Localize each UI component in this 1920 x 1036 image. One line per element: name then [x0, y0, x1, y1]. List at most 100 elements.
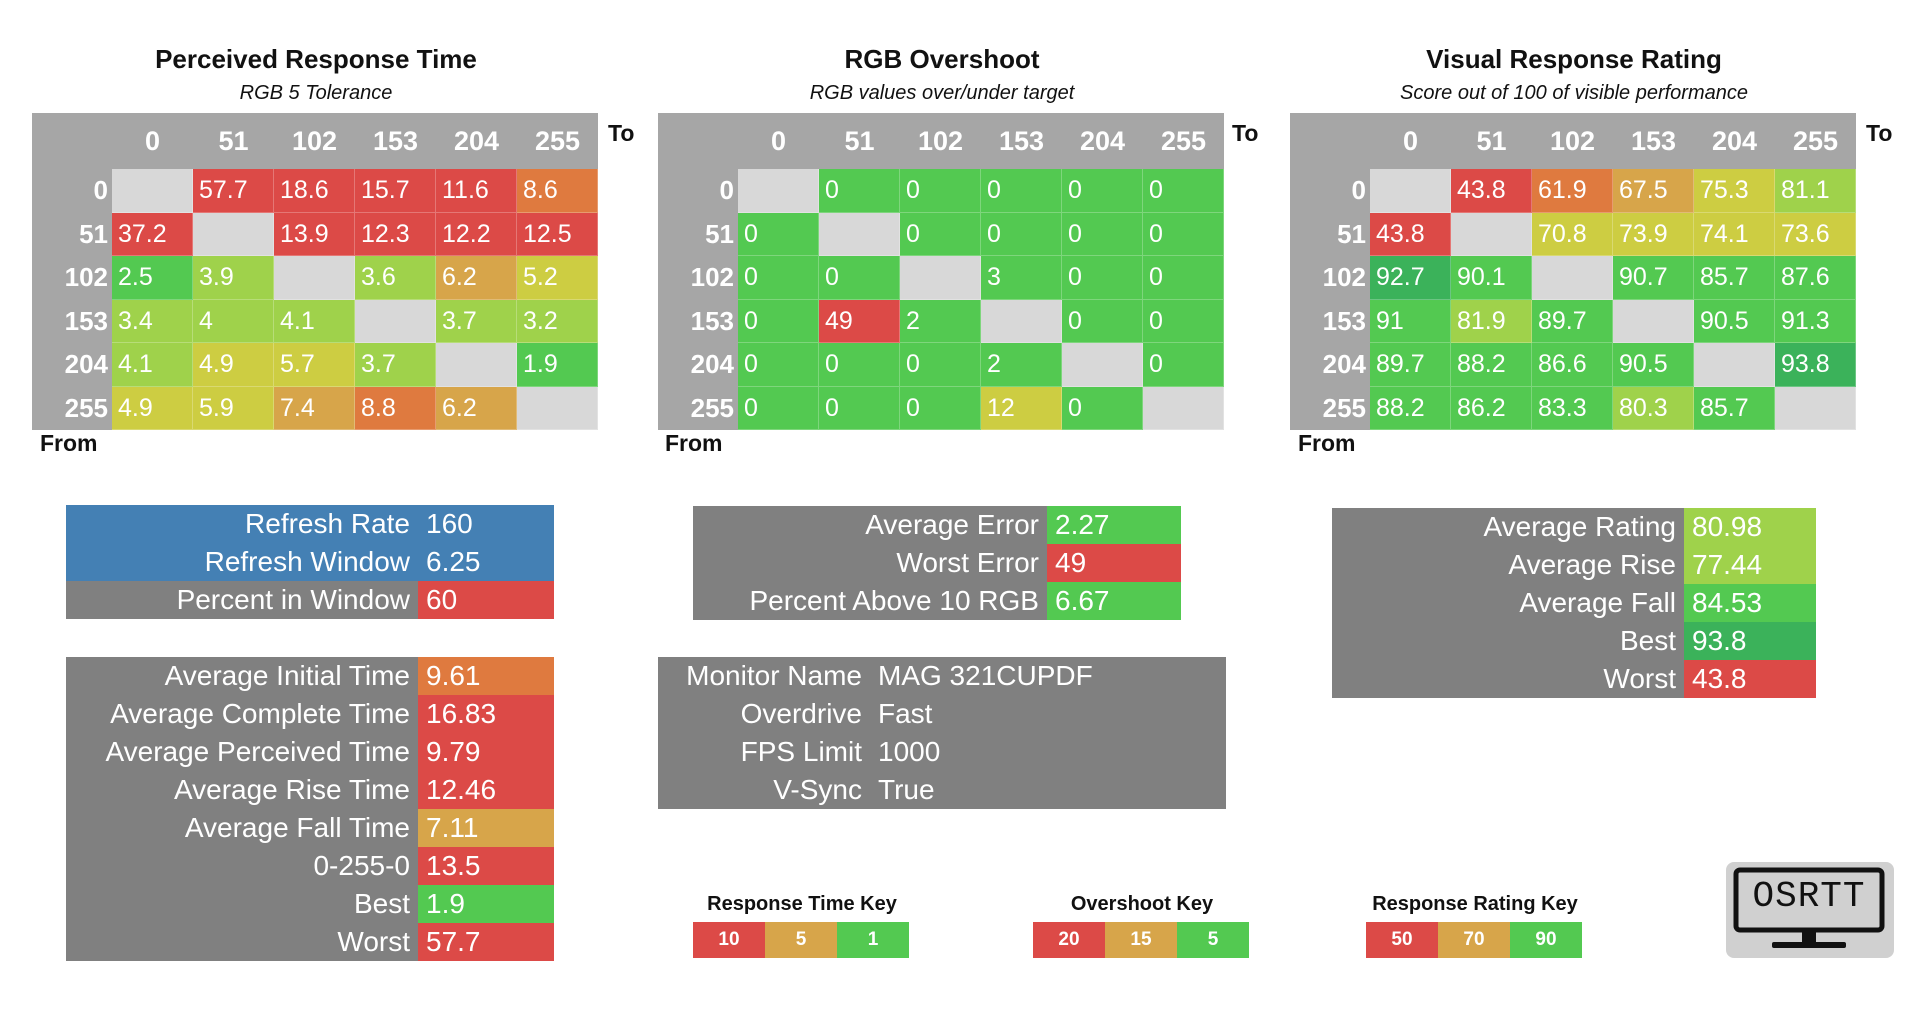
- grid-corner: [1290, 113, 1370, 169]
- heatmap-cell: 49: [819, 299, 900, 343]
- heatmap-cell: 0: [1143, 212, 1224, 256]
- key-swatch: 70: [1438, 922, 1510, 958]
- key-title: Overshoot Key: [1070, 893, 1214, 915]
- stat-row: Refresh Window 6.25: [66, 543, 554, 581]
- stat-label: Refresh Rate: [66, 505, 418, 543]
- heatmap-cell: [1451, 212, 1532, 256]
- heatmap-cell: [1143, 386, 1224, 430]
- stat-value: 1000: [878, 736, 941, 767]
- from-label-rating: From: [1298, 430, 1356, 456]
- heatmap-cell: 86.6: [1532, 343, 1613, 387]
- stat-label: Average Error: [693, 506, 1047, 544]
- heatmap-cell: 0: [1062, 169, 1143, 213]
- heatmap-cell: 5.9: [193, 386, 274, 430]
- column-header: 204: [1694, 113, 1775, 169]
- heatmap-cell: 0: [1143, 169, 1224, 213]
- heatmap-cell: 89.7: [1370, 343, 1451, 387]
- heatmap-cell: 90.5: [1613, 343, 1694, 387]
- column-header: 255: [1775, 113, 1856, 169]
- key-swatch: 20: [1033, 922, 1105, 958]
- stat-row: Monitor Name MAG 321CUPDF: [658, 657, 1226, 695]
- stat-value: 43.8: [1684, 660, 1816, 698]
- to-label-overshoot: To: [1232, 120, 1259, 146]
- heatmap-cell: 0: [819, 343, 900, 387]
- heatmap-cell: 6.2: [436, 386, 517, 430]
- stat-label: Average Rise: [1332, 546, 1684, 584]
- stat-label: Average Rating: [1332, 508, 1684, 546]
- heatmap-cell: 87.6: [1775, 256, 1856, 300]
- response-stats-panel: Average Initial Time 9.61 Average Complete…: [66, 657, 554, 961]
- stat-label: V-Sync: [773, 774, 862, 805]
- stat-row: Best 1.9: [66, 885, 554, 923]
- stat-value: 80.98: [1684, 508, 1816, 546]
- heatmap-cell: 4.1: [112, 343, 193, 387]
- heatmap-cell: 90.5: [1694, 299, 1775, 343]
- heatmap-title-response: Perceived Response Time: [155, 44, 477, 74]
- overshoot-stats-panel: Average Error 2.27 Worst Error 49 Percent Ab…: [693, 506, 1181, 620]
- stat-label: Average Rise Time: [66, 771, 418, 809]
- stat-label: Worst Error: [693, 544, 1047, 582]
- stat-row: Percent Above 10 RGB 6.67: [693, 582, 1181, 620]
- stat-value: 160: [418, 505, 554, 543]
- stat-row: Average Rise Time 12.46: [66, 771, 554, 809]
- stat-label: Average Fall Time: [66, 809, 418, 847]
- column-header: 51: [193, 113, 274, 169]
- heatmap-cell: 3: [981, 256, 1062, 300]
- monitor-info-panel: Monitor Name MAG 321CUPDF Overdrive Fast FPS…: [658, 657, 1226, 809]
- heatmap-cell: 75.3: [1694, 169, 1775, 213]
- heatmap-cell: [436, 343, 517, 387]
- heatmap-cell: [1613, 299, 1694, 343]
- heatmap-cell: 0: [1062, 299, 1143, 343]
- stat-row: Worst Error 49: [693, 544, 1181, 582]
- heatmap-cell: 0: [1143, 299, 1224, 343]
- key-swatch: 50: [1366, 922, 1438, 958]
- stat-label: Percent in Window: [66, 581, 418, 619]
- row-header: 102: [658, 256, 738, 300]
- heatmap-cell: [193, 212, 274, 256]
- to-label-response: To: [608, 120, 635, 146]
- heatmap-cell: 37.2: [112, 212, 193, 256]
- heatmap-cell: 0: [819, 169, 900, 213]
- heatmap-cell: 43.8: [1451, 169, 1532, 213]
- grid-corner: [32, 113, 112, 169]
- row-header: 0: [658, 169, 738, 213]
- heatmap-cell: 86.2: [1451, 386, 1532, 430]
- stat-label: Worst: [66, 923, 418, 961]
- stat-label: Worst: [1332, 660, 1684, 698]
- heatmap-cell: 43.8: [1370, 212, 1451, 256]
- stat-row: Average Fall Time 7.11: [66, 809, 554, 847]
- heatmap-title-overshoot: RGB Overshoot: [844, 44, 1040, 74]
- heatmap-cell: [517, 386, 598, 430]
- column-header: 0: [738, 113, 819, 169]
- stat-value: 49: [1047, 544, 1181, 582]
- row-header: 255: [1290, 386, 1370, 430]
- heatmap-cell: 2.5: [112, 256, 193, 300]
- heatmap-cell: 0: [819, 256, 900, 300]
- stat-row: Average Complete Time 16.83: [66, 695, 554, 733]
- heatmap-response-time: 0 51 102 153 204 255 0 57.7 18.6 15.7 11.6 8.6 51 37.…: [32, 113, 600, 430]
- heatmap-cell: [1775, 386, 1856, 430]
- heatmap-cell: 4: [193, 299, 274, 343]
- stat-value: 9.79: [418, 733, 554, 771]
- heatmap-cell: 12.3: [355, 212, 436, 256]
- logo-text: OSRTT: [1752, 876, 1866, 917]
- stat-value: 1.9: [418, 885, 554, 923]
- heatmap-cell: 3.7: [355, 343, 436, 387]
- heatmap-cell: 2: [981, 343, 1062, 387]
- column-header: 0: [112, 113, 193, 169]
- heatmap-cell: 3.9: [193, 256, 274, 300]
- stat-label: Overdrive: [740, 698, 862, 729]
- heatmap-cell: [355, 299, 436, 343]
- heatmap-cell: 81.9: [1451, 299, 1532, 343]
- stat-label: Best: [66, 885, 418, 923]
- key-swatch: 15: [1105, 922, 1177, 958]
- heatmap-cell: 4.1: [274, 299, 355, 343]
- column-header: 102: [1532, 113, 1613, 169]
- column-header: 51: [819, 113, 900, 169]
- heatmap-cell: 1.9: [517, 343, 598, 387]
- stat-label: Percent Above 10 RGB: [693, 582, 1047, 620]
- heatmap-cell: 0: [738, 212, 819, 256]
- heatmap-cell: [981, 299, 1062, 343]
- heatmap-cell: [819, 212, 900, 256]
- heatmap-cell: 2: [900, 299, 981, 343]
